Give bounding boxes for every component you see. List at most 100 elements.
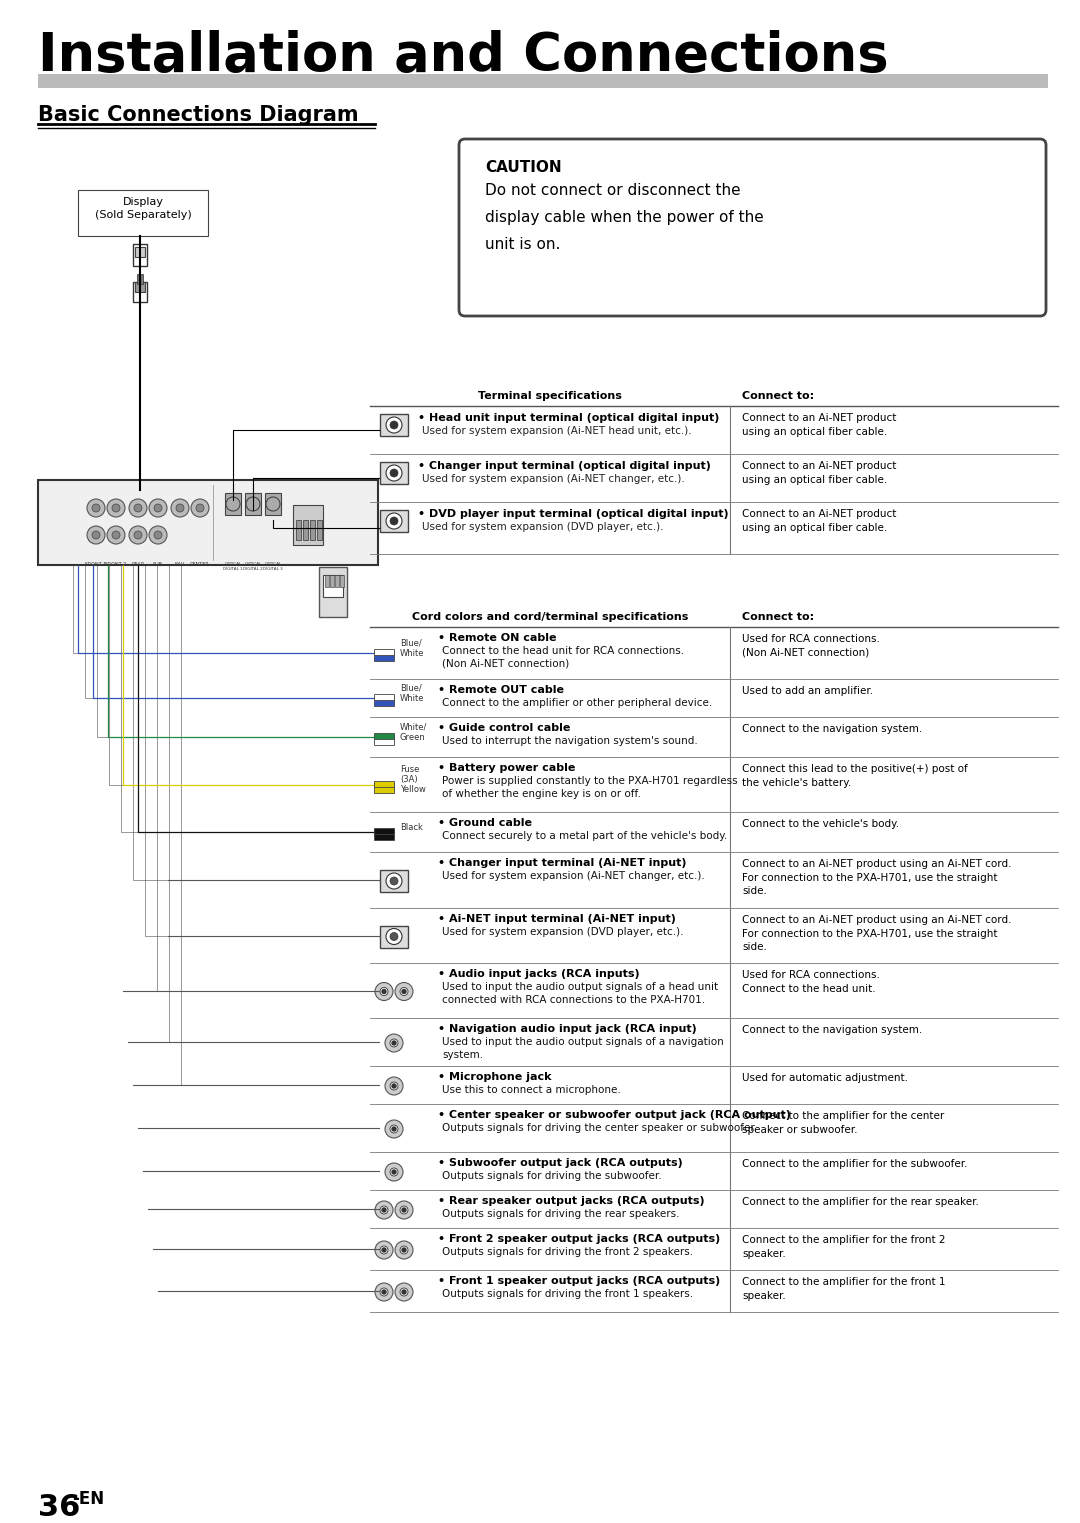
Circle shape — [400, 987, 408, 996]
Circle shape — [149, 500, 167, 516]
Text: Terminal specifications: Terminal specifications — [478, 391, 622, 401]
Circle shape — [384, 1034, 403, 1052]
Circle shape — [107, 525, 125, 544]
Text: Display
(Sold Separately): Display (Sold Separately) — [95, 196, 191, 221]
Bar — [380, 461, 408, 484]
Circle shape — [171, 500, 189, 516]
Text: FRONT 2: FRONT 2 — [106, 562, 126, 567]
Text: • DVD player input terminal (optical digital input): • DVD player input terminal (optical dig… — [418, 509, 729, 519]
Text: Connect to the navigation system.: Connect to the navigation system. — [742, 1025, 922, 1036]
Circle shape — [149, 525, 167, 544]
Text: • Navigation audio input jack (RCA input): • Navigation audio input jack (RCA input… — [438, 1023, 697, 1034]
Circle shape — [390, 469, 399, 477]
Text: Connect to:: Connect to: — [742, 612, 814, 621]
Circle shape — [402, 1208, 406, 1212]
Text: • Microphone jack: • Microphone jack — [438, 1072, 552, 1081]
Text: CENTER: CENTER — [190, 562, 210, 567]
Circle shape — [382, 990, 386, 993]
Circle shape — [191, 500, 210, 516]
Circle shape — [392, 1042, 396, 1045]
Bar — [225, 493, 241, 515]
Text: Connect to an Ai-NET product
using an optical fiber cable.: Connect to an Ai-NET product using an op… — [742, 461, 896, 484]
Bar — [318, 519, 322, 541]
Text: Do not connect or disconnect the
display cable when the power of the
unit is on.: Do not connect or disconnect the display… — [485, 183, 764, 251]
Circle shape — [375, 1282, 393, 1301]
Text: Power is supplied constantly to the PXA-H701 regardless
of whether the engine ke: Power is supplied constantly to the PXA-… — [442, 777, 738, 798]
Text: Basic Connections Diagram: Basic Connections Diagram — [38, 105, 359, 125]
Circle shape — [87, 525, 105, 544]
Text: Outputs signals for driving the center speaker or subwoofer.: Outputs signals for driving the center s… — [442, 1122, 757, 1133]
Circle shape — [384, 1164, 403, 1180]
Text: Outputs signals for driving the subwoofer.: Outputs signals for driving the subwoofe… — [442, 1171, 662, 1180]
Circle shape — [395, 1282, 413, 1301]
Text: Used for system expansion (DVD player, etc.).: Used for system expansion (DVD player, e… — [442, 928, 684, 937]
Text: • Front 2 speaker output jacks (RCA outputs): • Front 2 speaker output jacks (RCA outp… — [438, 1234, 720, 1244]
Bar — [374, 736, 394, 745]
Text: Outputs signals for driving the front 1 speakers.: Outputs signals for driving the front 1 … — [442, 1288, 693, 1299]
Text: Connect securely to a metal part of the vehicle's body.: Connect securely to a metal part of the … — [442, 832, 727, 841]
Circle shape — [129, 500, 147, 516]
Circle shape — [386, 417, 402, 433]
Bar — [296, 519, 301, 541]
Circle shape — [395, 1202, 413, 1218]
Circle shape — [107, 500, 125, 516]
Circle shape — [402, 990, 406, 993]
Text: Outputs signals for driving the front 2 speakers.: Outputs signals for driving the front 2 … — [442, 1247, 693, 1256]
Text: • Ground cable: • Ground cable — [438, 818, 532, 829]
Bar — [374, 829, 394, 835]
Text: Used for automatic adjustment.: Used for automatic adjustment. — [742, 1074, 908, 1083]
Circle shape — [395, 982, 413, 1001]
Circle shape — [380, 1246, 388, 1253]
Text: NAV: NAV — [175, 562, 185, 567]
Circle shape — [384, 1077, 403, 1095]
Circle shape — [112, 504, 120, 512]
Circle shape — [382, 1247, 386, 1252]
Text: • Battery power cable: • Battery power cable — [438, 763, 576, 774]
Text: Connect to an Ai-NET product
using an optical fiber cable.: Connect to an Ai-NET product using an op… — [742, 509, 896, 533]
Text: Installation and Connections: Installation and Connections — [38, 30, 889, 82]
Text: Cord colors and cord/terminal specifications: Cord colors and cord/terminal specificat… — [411, 612, 688, 621]
Circle shape — [392, 1084, 396, 1087]
Circle shape — [154, 532, 162, 539]
Text: Used for system expansion (DVD player, etc.).: Used for system expansion (DVD player, e… — [422, 522, 663, 532]
Circle shape — [390, 1039, 399, 1046]
Text: SUB: SUB — [153, 562, 163, 567]
Text: • Rear speaker output jacks (RCA outputs): • Rear speaker output jacks (RCA outputs… — [438, 1196, 704, 1206]
Circle shape — [390, 1168, 399, 1176]
Bar — [330, 576, 334, 586]
Text: Used for RCA connections.
Connect to the head unit.: Used for RCA connections. Connect to the… — [742, 970, 880, 993]
Bar — [335, 576, 339, 586]
Bar — [310, 519, 315, 541]
Bar — [380, 870, 408, 892]
Circle shape — [375, 1202, 393, 1218]
Text: • Remote OUT cable: • Remote OUT cable — [438, 685, 564, 694]
Text: Used for RCA connections.
(Non Ai-NET connection): Used for RCA connections. (Non Ai-NET co… — [742, 634, 880, 658]
Text: 36: 36 — [38, 1493, 80, 1521]
Bar — [245, 493, 261, 515]
Circle shape — [375, 982, 393, 1001]
Bar — [323, 576, 343, 597]
Text: -EN: -EN — [72, 1489, 104, 1508]
Circle shape — [390, 877, 399, 885]
Circle shape — [380, 1288, 388, 1296]
Bar — [374, 696, 394, 707]
Circle shape — [390, 1125, 399, 1133]
Text: Connect to an Ai-NET product using an Ai-NET cord.
For connection to the PXA-H70: Connect to an Ai-NET product using an Ai… — [742, 915, 1012, 952]
Circle shape — [400, 1206, 408, 1214]
Text: • Remote ON cable: • Remote ON cable — [438, 634, 556, 643]
Circle shape — [386, 929, 402, 944]
Circle shape — [195, 504, 204, 512]
Text: Use this to connect a microphone.: Use this to connect a microphone. — [442, 1084, 621, 1095]
Circle shape — [390, 1081, 399, 1090]
Text: Blue/
White: Blue/ White — [400, 684, 424, 702]
Text: • Front 1 speaker output jacks (RCA outputs): • Front 1 speaker output jacks (RCA outp… — [438, 1276, 720, 1285]
Text: • Changer input terminal (Ai-NET input): • Changer input terminal (Ai-NET input) — [438, 857, 687, 868]
Text: • Audio input jacks (RCA inputs): • Audio input jacks (RCA inputs) — [438, 969, 639, 979]
Circle shape — [390, 516, 399, 525]
Bar — [380, 414, 408, 436]
Text: Connect to the amplifier for the subwoofer.: Connect to the amplifier for the subwoof… — [742, 1159, 968, 1170]
Text: Connect to the amplifier or other peripheral device.: Connect to the amplifier or other periph… — [442, 698, 712, 708]
Bar — [380, 926, 408, 947]
Circle shape — [402, 1290, 406, 1295]
Text: Connect to:: Connect to: — [742, 391, 814, 401]
